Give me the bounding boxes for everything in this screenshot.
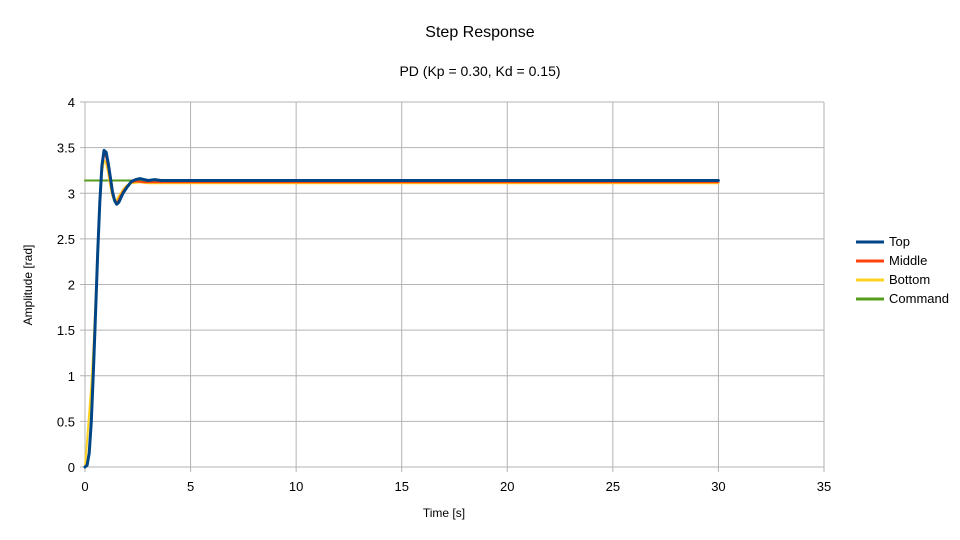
x-tick-label: 15 <box>394 479 408 494</box>
chart-title: Step Response <box>425 24 535 41</box>
legend-label-top: Top <box>889 234 910 249</box>
x-tick-label: 5 <box>187 479 194 494</box>
y-tick-label: 4 <box>68 95 75 110</box>
legend-label-command: Command <box>889 291 949 306</box>
x-tick-label: 35 <box>817 479 831 494</box>
plot-grid <box>80 101 825 472</box>
y-tick-label: 2.5 <box>57 232 75 247</box>
y-tick-label: 0 <box>68 460 75 475</box>
legend-label-bottom: Bottom <box>889 272 930 287</box>
x-tick-label: 10 <box>289 479 303 494</box>
x-tick-label: 0 <box>81 479 88 494</box>
y-tick-label: 3.5 <box>57 141 75 156</box>
x-tick-label: 20 <box>500 479 514 494</box>
chart-subtitle: PD (Kp = 0.30, Kd = 0.15) <box>399 63 560 79</box>
series-lines <box>83 148 720 469</box>
series-line-top <box>83 148 720 469</box>
chart-legend: Top Middle Bottom Command <box>856 234 949 306</box>
x-tick-label: 30 <box>711 479 725 494</box>
y-tick-label: 2 <box>68 278 75 293</box>
y-tick-label: 0.5 <box>57 414 75 429</box>
y-axis-ticks: 0 0.5 1 1.5 2 2.5 3 3.5 4 <box>57 95 75 475</box>
y-tick-label: 3 <box>68 186 75 201</box>
y-tick-label: 1 <box>68 369 75 384</box>
x-axis-label: Time [s] <box>423 506 465 520</box>
y-tick-label: 1.5 <box>57 323 75 338</box>
x-axis-ticks: 0 5 10 15 20 25 30 35 <box>81 479 831 494</box>
y-axis-label: Amplitude [rad] <box>21 245 35 326</box>
legend-label-middle: Middle <box>889 253 927 268</box>
x-tick-label: 25 <box>606 479 620 494</box>
